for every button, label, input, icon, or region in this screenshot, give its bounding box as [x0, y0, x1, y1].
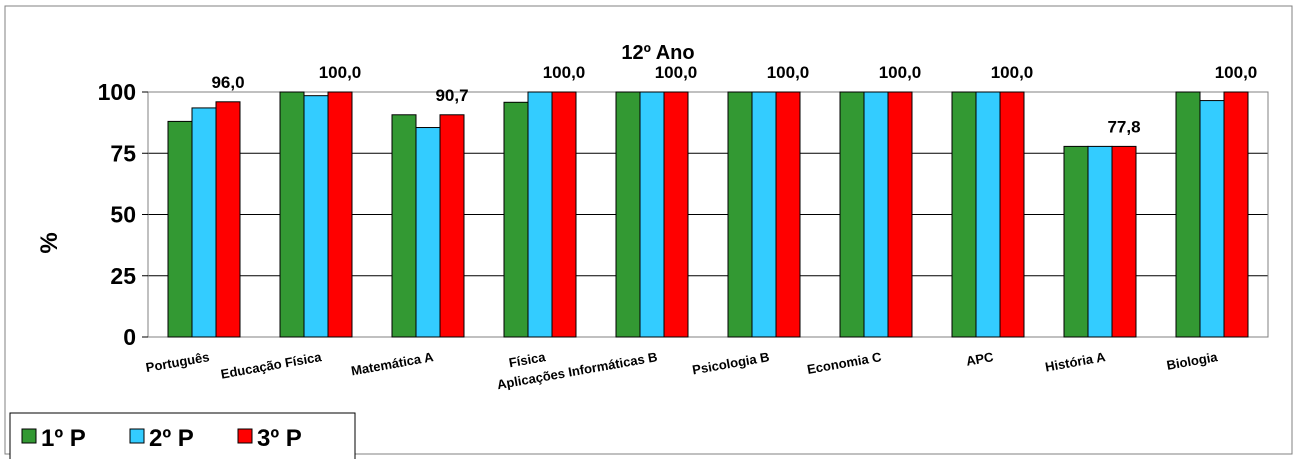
legend-swatch — [21, 428, 37, 444]
data-labels: 96,0 100,0 90,7 100,0 100,0 100,0 100,0 100,0 77… — [211, 63, 1257, 136]
legend-label: 3º P — [257, 425, 302, 452]
bar — [1063, 145, 1089, 338]
y-tick-label: 75 — [110, 140, 136, 166]
legend-swatch — [129, 428, 145, 444]
bar — [503, 101, 529, 338]
data-label: 77,8 — [1107, 117, 1140, 136]
data-label: 100,0 — [655, 63, 698, 82]
bar — [279, 91, 305, 338]
bar — [1199, 100, 1225, 338]
data-label: 100,0 — [879, 63, 922, 82]
bar — [863, 91, 889, 338]
bar — [167, 120, 193, 338]
data-label: 100,0 — [319, 63, 362, 82]
bar — [439, 114, 465, 338]
y-tick-label: 0 — [123, 324, 136, 350]
bar — [415, 127, 441, 338]
bar — [215, 101, 241, 338]
bar — [663, 91, 689, 338]
y-tick-label: 50 — [110, 202, 136, 228]
bar — [839, 91, 865, 338]
bar — [551, 91, 577, 338]
data-label: 100,0 — [767, 63, 810, 82]
bar — [1223, 91, 1249, 338]
bar — [527, 91, 553, 338]
data-label: 100,0 — [991, 63, 1034, 82]
bar — [775, 91, 801, 338]
chart-title: 12º Ano — [621, 42, 694, 64]
y-axis-ticks: 0 25 50 75 100 — [98, 79, 148, 350]
y-tick-label: 100 — [98, 79, 136, 105]
bar — [727, 91, 753, 338]
bar — [1087, 145, 1113, 338]
data-label: 100,0 — [543, 63, 586, 82]
bar — [975, 91, 1001, 338]
data-label: 100,0 — [1215, 63, 1258, 82]
bar — [191, 107, 217, 338]
legend-swatch — [237, 428, 253, 444]
bar — [1111, 145, 1137, 338]
x-tick-label: APC — [965, 349, 995, 369]
x-tick-label: Física — [508, 349, 548, 370]
bar — [951, 91, 977, 338]
y-tick-label: 25 — [110, 263, 136, 289]
bar — [303, 95, 329, 338]
bar — [615, 91, 641, 338]
y-axis-label: % — [36, 232, 63, 253]
legend-label: 2º P — [149, 425, 194, 452]
bar — [751, 91, 777, 338]
bar — [639, 91, 665, 338]
bar — [887, 91, 913, 338]
legend-label: 1º P — [41, 425, 86, 452]
legend: 1º P 2º P 3º P — [9, 412, 356, 461]
bars — [167, 91, 1249, 338]
bar — [1175, 91, 1201, 338]
bar — [999, 91, 1025, 338]
legend-box — [9, 412, 356, 461]
bar — [391, 114, 417, 338]
bar — [327, 91, 353, 338]
data-label: 96,0 — [211, 73, 244, 92]
data-label: 90,7 — [435, 86, 468, 105]
